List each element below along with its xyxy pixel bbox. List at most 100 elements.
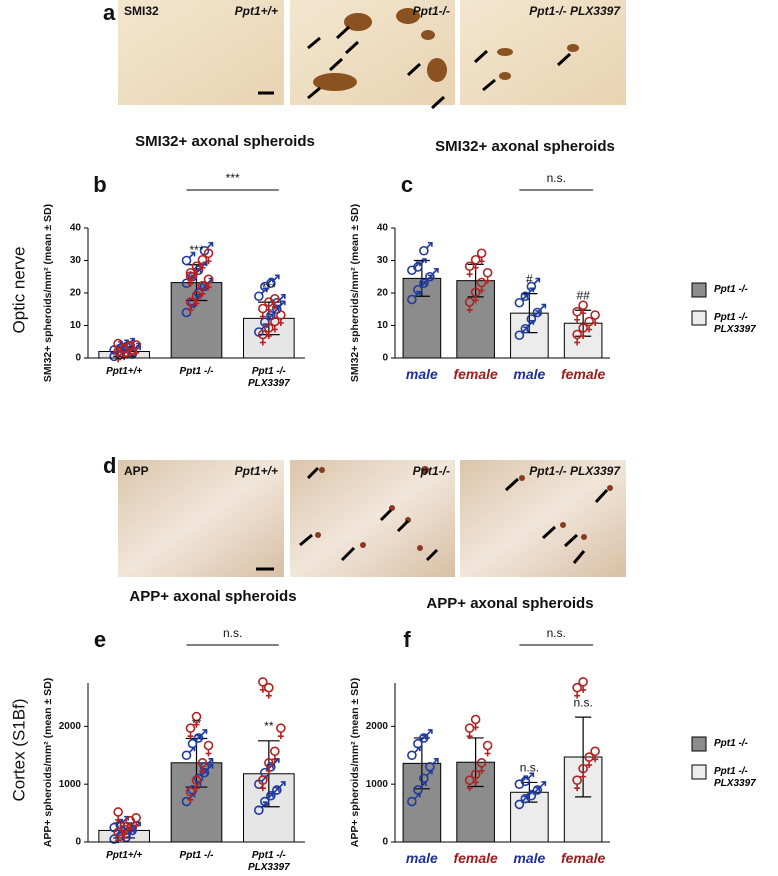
y-tick-label: 0	[382, 837, 388, 848]
female-point	[185, 786, 196, 803]
legend-label: Ppt1 -/- PLX3397	[714, 766, 756, 789]
point-cross	[205, 257, 212, 265]
female-point	[191, 290, 202, 307]
y-tick-label: 30	[70, 255, 82, 266]
section-title: SMI32+ axonal spheroids	[435, 138, 615, 155]
point-ring	[482, 267, 493, 278]
x-tick-label: male	[405, 366, 438, 382]
point-ring	[572, 306, 582, 317]
point-cross	[265, 332, 272, 339]
point-cross	[484, 276, 491, 284]
female-point	[276, 723, 286, 740]
micrograph	[118, 460, 284, 577]
point-ring	[203, 740, 214, 751]
point-cross	[115, 355, 122, 363]
point-cross	[466, 784, 473, 792]
male-point	[425, 758, 439, 772]
bar	[402, 762, 442, 843]
comparison-label: n.s.	[547, 626, 566, 640]
image-label: SMI32	[124, 4, 159, 18]
female-point	[113, 807, 123, 823]
male-point	[520, 287, 535, 302]
male-point	[526, 786, 541, 801]
panel-letter: a	[103, 0, 116, 25]
point-arrow	[206, 763, 214, 771]
point-cross	[574, 784, 581, 792]
female-point	[470, 287, 481, 304]
female-point	[464, 261, 475, 278]
female-point	[119, 824, 129, 841]
male-point	[181, 251, 196, 266]
female-point	[464, 775, 475, 792]
y-tick-label: 0	[382, 353, 388, 364]
point-ring	[260, 796, 270, 807]
point-ring	[193, 773, 204, 784]
x-tick-label: female	[560, 850, 606, 866]
significance: ##	[576, 288, 590, 302]
legend-label: Ppt1 -/- PLX3397	[714, 312, 756, 335]
female-point	[264, 682, 274, 699]
point-ring	[121, 341, 131, 352]
female-point	[258, 329, 268, 346]
female-point	[270, 746, 280, 763]
point-cross	[121, 353, 128, 361]
point-cross	[472, 778, 479, 786]
image-label: Ppt1-/- PLX3397	[529, 464, 621, 478]
male-point	[193, 729, 208, 743]
point-arrow	[426, 729, 433, 736]
y-tick-label: 20	[377, 288, 389, 299]
point-arrow	[279, 293, 286, 301]
point-ring	[254, 291, 264, 302]
image-label: Ppt1+/+	[235, 464, 278, 478]
female-point	[464, 297, 475, 313]
point-ring	[578, 677, 588, 687]
point-ring	[470, 714, 481, 725]
y-tick-label: 40	[377, 223, 389, 234]
point-cross	[193, 784, 200, 792]
point-ring	[413, 738, 423, 749]
section-title: APP+ axonal spheroids	[426, 595, 593, 612]
micrograph	[460, 460, 626, 577]
point-cross	[205, 283, 212, 291]
point-cross	[259, 312, 266, 320]
significance: n.s.	[573, 695, 592, 709]
point-ring	[266, 790, 276, 801]
point-ring	[254, 805, 264, 816]
female-point	[578, 763, 588, 780]
female-point	[203, 248, 214, 265]
y-tick-label: 30	[377, 255, 389, 266]
female-point	[482, 267, 493, 284]
point-ring	[526, 314, 537, 324]
female-point	[590, 746, 600, 763]
female-point	[470, 769, 481, 786]
female-point	[203, 274, 214, 291]
section-title: APP+ axonal spheroids	[129, 588, 296, 605]
point-arrow	[206, 758, 214, 765]
point-ring	[270, 746, 280, 757]
point-cross	[586, 761, 593, 769]
point-cross	[187, 732, 194, 740]
x-tick-label: male	[513, 850, 546, 866]
point-arrow	[279, 300, 286, 307]
point-cross	[187, 280, 194, 287]
point-cross	[193, 720, 200, 728]
point-cross	[478, 766, 485, 774]
point-cross	[574, 315, 581, 323]
x-tick-label: Ppt1+/+	[106, 850, 143, 861]
section-title: SMI32+ axonal spheroids	[135, 133, 315, 150]
point-ring	[470, 254, 481, 265]
female-point	[185, 297, 196, 313]
point-ring	[199, 767, 210, 778]
point-ring	[266, 278, 276, 289]
point-cross	[574, 338, 581, 346]
x-tick-label: male	[405, 850, 438, 866]
y-axis-label: APP+ spheroids/mm² (mean ± SD)	[349, 678, 361, 847]
image-label: Ppt1-/-	[413, 464, 450, 478]
point-cross	[580, 685, 587, 693]
error-bar	[575, 716, 592, 798]
point-ring	[482, 740, 493, 751]
point-ring	[419, 278, 429, 289]
y-tick-label: 1000	[366, 779, 389, 790]
y-tick-label: 20	[70, 288, 82, 299]
